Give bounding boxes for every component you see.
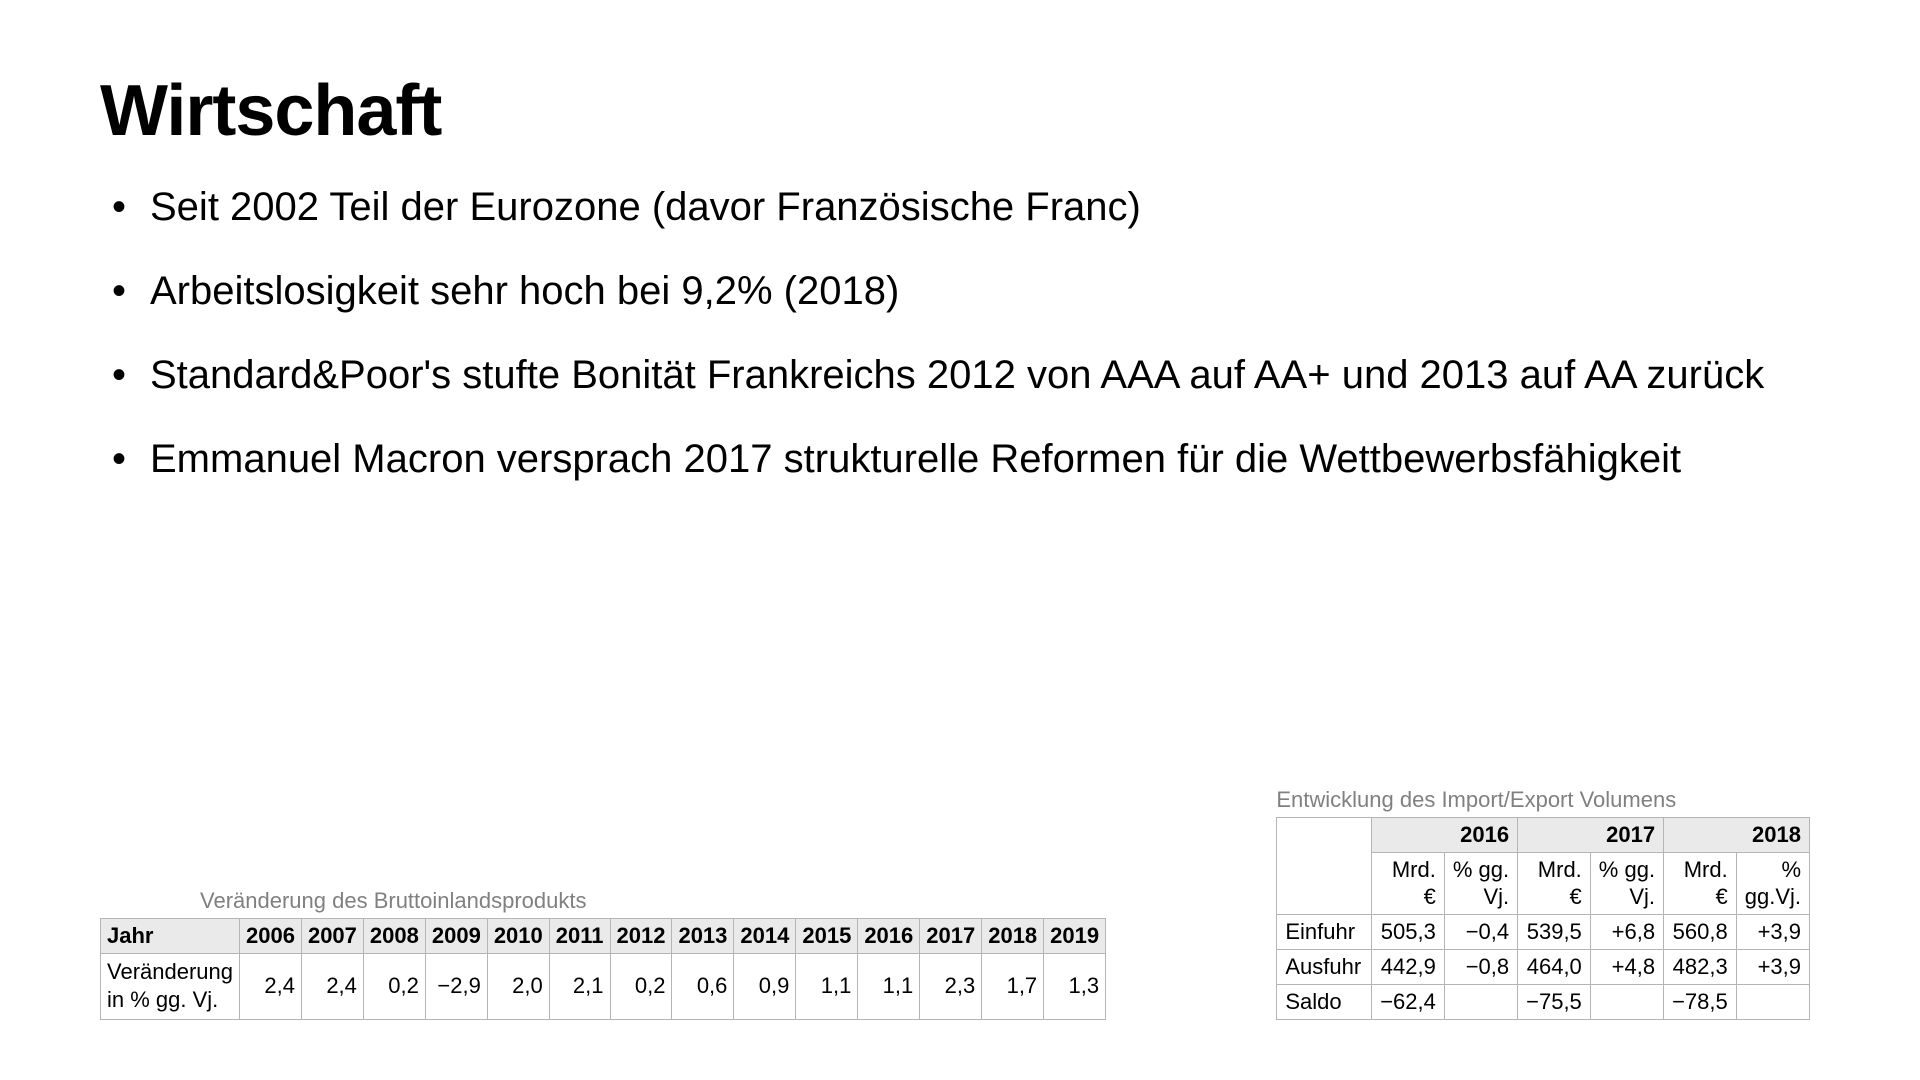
- gdp-value: 0,6: [672, 953, 734, 1019]
- ie-cell: +6,8: [1590, 915, 1663, 950]
- gdp-row-label-l1: Veränderung: [107, 959, 233, 984]
- gdp-year: 2014: [734, 918, 796, 953]
- gdp-year: 2010: [487, 918, 549, 953]
- ie-cell: −78,5: [1664, 985, 1737, 1020]
- ie-sub-l1: % gg.: [1599, 857, 1655, 882]
- bullet-item: Arbeitslosigkeit sehr hoch bei 9,2% (201…: [100, 266, 1820, 316]
- ie-sub-l1: %: [1781, 857, 1801, 882]
- bullet-list: Seit 2002 Teil der Eurozone (davor Franz…: [100, 182, 1820, 484]
- gdp-value: 2,4: [301, 953, 363, 1019]
- ie-cell: 464,0: [1518, 950, 1591, 985]
- bullet-item: Emmanuel Macron versprach 2017 strukture…: [100, 434, 1820, 484]
- ie-cell: +3,9: [1736, 950, 1809, 985]
- gdp-year: 2017: [920, 918, 982, 953]
- ie-subheader: Mrd. €: [1372, 853, 1445, 915]
- ie-cell: 505,3: [1372, 915, 1445, 950]
- import-export-table-wrap: Entwicklung des Import/Export Volumens 2…: [1276, 787, 1810, 1020]
- ie-subheader: Mrd. €: [1518, 853, 1591, 915]
- ie-sub-l1: Mrd.: [1392, 857, 1436, 882]
- bullet-item: Standard&Poor's stufte Bonität Frankreic…: [100, 350, 1820, 400]
- gdp-table-wrap: Veränderung des Bruttoinlandsprodukts Ja…: [100, 888, 1106, 1020]
- bullet-item: Seit 2002 Teil der Eurozone (davor Franz…: [100, 182, 1820, 232]
- ie-cell: −0,8: [1444, 950, 1517, 985]
- gdp-caption: Veränderung des Bruttoinlandsprodukts: [100, 888, 1106, 914]
- ie-subheader: % gg. Vj.: [1444, 853, 1517, 915]
- gdp-table: Jahr 2006 2007 2008 2009 2010 2011 2012 …: [100, 918, 1106, 1020]
- gdp-value: 2,1: [549, 953, 610, 1019]
- gdp-row-label-l2: in % gg. Vj.: [107, 987, 218, 1012]
- gdp-value: 2,4: [240, 953, 302, 1019]
- gdp-year: 2008: [363, 918, 425, 953]
- ie-year: 2016: [1372, 818, 1518, 853]
- gdp-value: −2,9: [425, 953, 487, 1019]
- ie-cell: 482,3: [1664, 950, 1737, 985]
- gdp-year: 2015: [796, 918, 858, 953]
- ie-subheader: Mrd. €: [1664, 853, 1737, 915]
- ie-row-label: Saldo: [1277, 985, 1372, 1020]
- ie-sub-l2: gg.Vj.: [1745, 884, 1801, 909]
- ie-cell: [1590, 985, 1663, 1020]
- gdp-value: 1,1: [796, 953, 858, 1019]
- ie-cell: 539,5: [1518, 915, 1591, 950]
- gdp-year: 2012: [610, 918, 672, 953]
- gdp-value: 0,9: [734, 953, 796, 1019]
- gdp-value: 2,3: [920, 953, 982, 1019]
- gdp-year: 2007: [301, 918, 363, 953]
- ie-corner: [1277, 818, 1372, 915]
- ie-cell: +3,9: [1736, 915, 1809, 950]
- ie-sub-l2: €: [1424, 884, 1436, 909]
- ie-sub-l1: % gg.: [1453, 857, 1509, 882]
- ie-cell: [1444, 985, 1517, 1020]
- page-title: Wirtschaft: [100, 70, 1820, 152]
- ie-sub-l2: €: [1570, 884, 1582, 909]
- ie-subheader: % gg. Vj.: [1590, 853, 1663, 915]
- ie-sub-l2: Vj.: [1629, 884, 1655, 909]
- ie-row-label: Ausfuhr: [1277, 950, 1372, 985]
- ie-sub-l1: Mrd.: [1684, 857, 1728, 882]
- ie-cell: −0,4: [1444, 915, 1517, 950]
- gdp-year: 2006: [240, 918, 302, 953]
- ie-cell: 560,8: [1664, 915, 1737, 950]
- gdp-year: 2016: [858, 918, 920, 953]
- ie-cell: 442,9: [1372, 950, 1445, 985]
- gdp-year: 2019: [1044, 918, 1106, 953]
- table-row: Saldo −62,4 −75,5 −78,5: [1277, 985, 1810, 1020]
- ie-subheader: % gg.Vj.: [1736, 853, 1809, 915]
- gdp-year: 2009: [425, 918, 487, 953]
- gdp-value: 1,7: [982, 953, 1044, 1019]
- gdp-year: 2011: [549, 918, 610, 953]
- gdp-row-label: Veränderung in % gg. Vj.: [101, 953, 240, 1019]
- ie-cell: −62,4: [1372, 985, 1445, 1020]
- ie-year: 2018: [1664, 818, 1810, 853]
- gdp-value: 1,3: [1044, 953, 1106, 1019]
- gdp-value: 2,0: [487, 953, 549, 1019]
- ie-year: 2017: [1518, 818, 1664, 853]
- gdp-year: 2013: [672, 918, 734, 953]
- table-row: Einfuhr 505,3 −0,4 539,5 +6,8 560,8 +3,9: [1277, 915, 1810, 950]
- gdp-year: 2018: [982, 918, 1044, 953]
- ie-sub-l2: €: [1715, 884, 1727, 909]
- slide: Wirtschaft Seit 2002 Teil der Eurozone (…: [0, 0, 1920, 1080]
- ie-cell: +4,8: [1590, 950, 1663, 985]
- ie-sub-l1: Mrd.: [1538, 857, 1582, 882]
- gdp-value: 1,1: [858, 953, 920, 1019]
- ie-cell: [1736, 985, 1809, 1020]
- ie-row-label: Einfuhr: [1277, 915, 1372, 950]
- gdp-header-label: Jahr: [101, 918, 240, 953]
- gdp-value: 0,2: [363, 953, 425, 1019]
- ie-cell: −75,5: [1518, 985, 1591, 1020]
- ie-sub-l2: Vj.: [1483, 884, 1509, 909]
- import-export-caption: Entwicklung des Import/Export Volumens: [1276, 787, 1810, 813]
- gdp-value: 0,2: [610, 953, 672, 1019]
- import-export-table: 2016 2017 2018 Mrd. € % gg. Vj. Mrd.: [1276, 817, 1810, 1020]
- table-row: Ausfuhr 442,9 −0,8 464,0 +4,8 482,3 +3,9: [1277, 950, 1810, 985]
